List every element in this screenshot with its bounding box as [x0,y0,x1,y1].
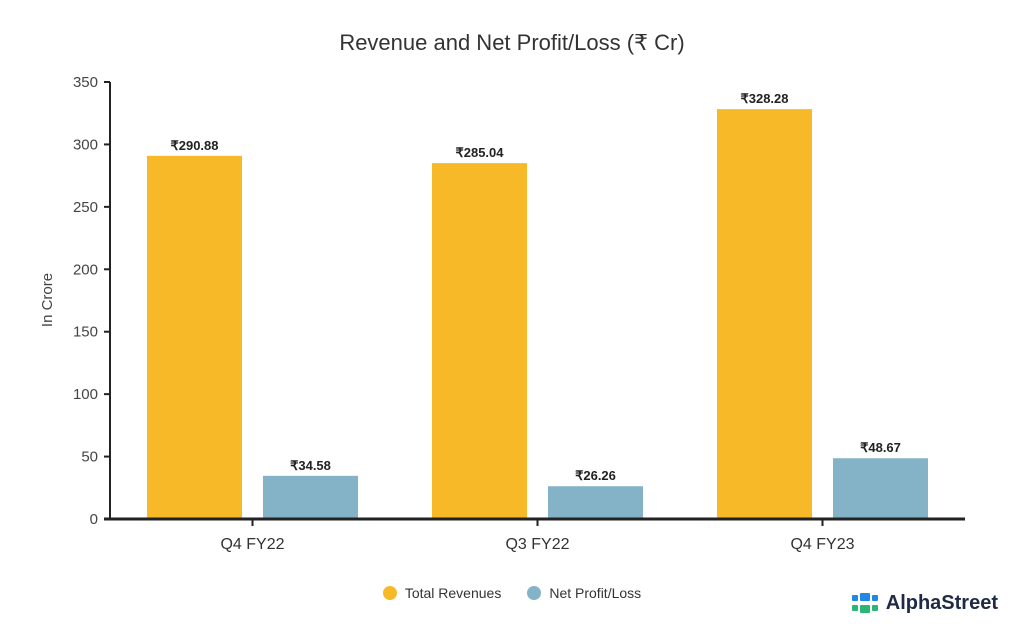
legend: Total Revenues Net Profit/Loss [0,585,1024,601]
bar-data-label: ₹290.88 [170,138,218,153]
bar-data-label: ₹285.04 [455,145,504,160]
legend-swatch-net-profit-loss [527,586,542,600]
brand-name: AlphaStreet [885,592,998,614]
bar-data-label: ₹26.26 [575,468,616,483]
alphastreet-logo-icon [851,592,878,613]
y-tick-label: 350 [73,74,98,91]
x-tick-label: Q3 FY22 [505,536,569,553]
y-tick-label: 300 [73,136,98,153]
chart-title: Revenue and Net Profit/Loss (₹ Cr) [339,30,685,55]
bar-total-revenues[interactable] [432,163,527,520]
bar-data-label: ₹34.58 [290,458,331,473]
brand-logo: AlphaStreet [851,592,998,615]
bar-net-profit-loss[interactable] [263,475,358,519]
y-tick-label: 250 [73,199,98,216]
legend-swatch-total-revenues [382,586,397,600]
x-tick-label: Q4 FY22 [220,536,284,553]
y-tick-label: 200 [73,261,98,278]
legend-item-net-profit-loss[interactable]: Net Profit/Loss [527,585,641,601]
bar-data-label: ₹48.67 [860,440,901,455]
legend-label-total-revenues: Total Revenues [404,585,502,601]
bar-data-label: ₹328.28 [740,91,788,106]
y-axis-title: In Crore [39,273,56,327]
bar-net-profit-loss[interactable] [833,458,928,519]
y-tick-label: 0 [90,511,98,528]
y-tick-label: 150 [73,324,98,341]
x-tick-label: Q4 FY23 [790,536,854,553]
bar-total-revenues[interactable] [147,155,242,519]
y-tick-label: 100 [73,386,98,403]
legend-label-net-profit-loss: Net Profit/Loss [549,585,642,601]
bar-total-revenues[interactable] [717,109,812,520]
bar-net-profit-loss[interactable] [548,486,643,519]
legend-item-total-revenues[interactable]: Total Revenues [382,585,502,601]
y-tick-label: 50 [81,449,98,466]
